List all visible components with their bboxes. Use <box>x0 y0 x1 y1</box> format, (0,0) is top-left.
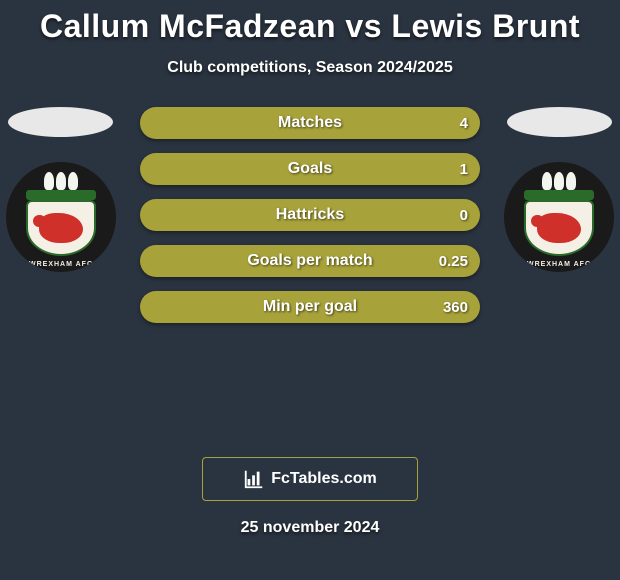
stat-value-right: 0.25 <box>439 245 468 277</box>
stat-value-right: 360 <box>443 291 468 323</box>
stat-label: Hattricks <box>140 199 480 231</box>
comparison-panel: WREXHAM AFC WREXHAM AFC Matches4 Goals1 Ha… <box>0 107 620 447</box>
stat-row: Goals1 <box>140 153 480 185</box>
club-crest-left: WREXHAM AFC <box>6 162 116 272</box>
stat-label: Goals <box>140 153 480 185</box>
stats-bars: Matches4Goals1Hattricks0Goals per match0… <box>140 107 480 337</box>
subtitle: Club competitions, Season 2024/2025 <box>0 59 620 77</box>
stat-value-right: 4 <box>460 107 468 139</box>
stat-row: Goals per match0.25 <box>140 245 480 277</box>
stat-value-right: 1 <box>460 153 468 185</box>
stat-row: Matches4 <box>140 107 480 139</box>
stat-label: Min per goal <box>140 291 480 323</box>
chart-icon <box>243 468 265 490</box>
stat-label: Matches <box>140 107 480 139</box>
page-title: Callum McFadzean vs Lewis Brunt <box>0 0 620 45</box>
branding-text: FcTables.com <box>271 470 377 488</box>
player-left-avatar <box>8 107 113 137</box>
club-crest-right: WREXHAM AFC <box>504 162 614 272</box>
date-text: 25 november 2024 <box>0 519 620 537</box>
stat-label: Goals per match <box>140 245 480 277</box>
stat-row: Min per goal360 <box>140 291 480 323</box>
player-right-avatar <box>507 107 612 137</box>
stat-row: Hattricks0 <box>140 199 480 231</box>
stat-value-right: 0 <box>460 199 468 231</box>
branding-badge: FcTables.com <box>202 457 418 501</box>
